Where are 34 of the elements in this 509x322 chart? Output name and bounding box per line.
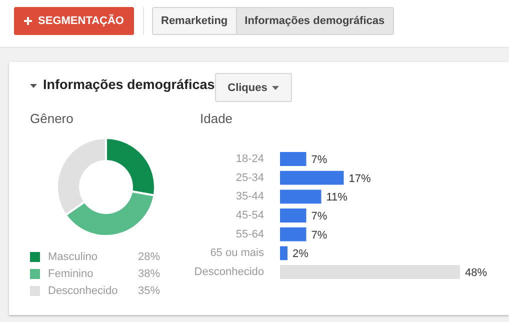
data-label: 7%: [311, 210, 328, 223]
text: SEGMENTAÇÃO: [38, 15, 124, 27]
bar: [280, 265, 460, 279]
y-tick-label: 45-54: [236, 210, 264, 222]
bar: [280, 208, 306, 222]
data-label: 48%: [465, 267, 488, 280]
data-label: 38%: [138, 268, 160, 280]
bar: [280, 227, 306, 242]
text: Informações demográficas: [236, 8, 393, 34]
data-label: 7%: [311, 154, 328, 166]
chart-title: Gênero: [30, 111, 74, 126]
data-label: 35%: [138, 285, 160, 297]
y-tick-label: 25-34: [236, 172, 264, 184]
bar: [280, 190, 322, 204]
text: Remarketing: [153, 8, 237, 34]
text: Cliques: [228, 82, 268, 94]
bar: [280, 246, 288, 260]
data-label: 7%: [311, 229, 328, 242]
data-label: 17%: [348, 172, 371, 185]
text: Informações demográficas: [43, 77, 215, 92]
bar: [280, 152, 306, 166]
data-label: 2%: [292, 248, 309, 260]
y-tick-label: 65 ou mais: [210, 247, 264, 260]
y-tick-label: 18-24: [236, 153, 264, 166]
data-label: 11%: [326, 192, 348, 204]
y-tick-label: 35-44: [236, 190, 264, 203]
legend-label: Feminino: [48, 268, 94, 280]
y-tick-label: 55-64: [236, 228, 264, 240]
y-tick-label: Desconhecido: [194, 266, 264, 278]
chart-title: Idade: [200, 111, 233, 126]
legend-label: Desconhecido: [48, 285, 119, 297]
bar: [280, 170, 344, 185]
data-label: 28%: [138, 251, 160, 263]
legend-label: Masculino: [48, 251, 99, 263]
